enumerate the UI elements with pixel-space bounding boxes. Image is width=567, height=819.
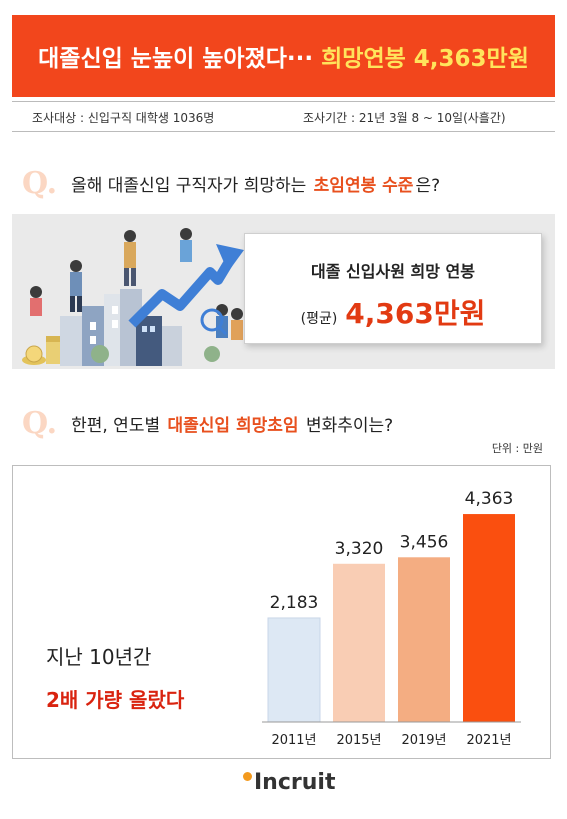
question-1-text: 올해 대졸신입 구직자가 희망하는 <box>71 176 307 196</box>
header-title-highlight: 희망연봉 4,363만원 <box>321 46 529 72</box>
salary-card-prefix: (평균) <box>300 311 338 327</box>
logo-dot-icon <box>243 772 252 781</box>
bar-2019년 <box>398 557 450 722</box>
question-1-highlight: 초임연봉 수준 <box>313 176 414 196</box>
x-tick-label: 2021년 <box>466 733 511 748</box>
bar-value-label: 2,183 <box>270 593 319 613</box>
header-banner: 대졸신입 눈높이 높아졌다··· 희망연봉 4,363만원 <box>12 15 555 97</box>
logo-text: Incruit <box>254 770 336 795</box>
unit-label: 단위 : 만원 <box>491 442 543 455</box>
survey-target: 조사대상 : 신입구직 대학생 1036명 <box>32 111 215 125</box>
question-2-suffix: 변화추이는? <box>305 416 394 436</box>
bar-value-label: 3,320 <box>335 539 384 559</box>
question-2-highlight: 대졸신입 희망초임 <box>167 416 299 436</box>
callout-line-2: 2배 가량 올랐다 <box>46 688 185 712</box>
callout-line-1: 지난 10년간 <box>46 645 152 669</box>
question-1: Q. 올해 대졸신입 구직자가 희망하는 초임연봉 수준 은? <box>22 166 440 201</box>
growth-arrow-icon <box>128 244 244 328</box>
salary-card-value: 4,363만원 <box>345 297 486 330</box>
survey-period: 조사기간 : 21년 3월 8 ~ 10일(사흘간) <box>303 111 506 125</box>
x-tick-label: 2019년 <box>401 733 446 748</box>
bar-value-label: 3,456 <box>400 532 449 552</box>
bar-2021년 <box>463 514 515 722</box>
question-mark: Q. <box>22 406 58 441</box>
salary-card: 대졸 신입사원 희망 연봉 (평균) 4,363만원 <box>244 233 542 344</box>
question-1-suffix: 은? <box>415 176 441 196</box>
question-mark: Q. <box>22 166 58 201</box>
chart-box <box>12 465 551 759</box>
magnifier-icon <box>200 308 228 336</box>
header-title-main: 대졸신입 눈높이 높아졌다··· <box>38 46 314 72</box>
x-tick-label: 2011년 <box>271 733 316 748</box>
question-2-text: 한편, 연도별 <box>71 416 161 436</box>
bar-value-label: 4,363 <box>465 489 514 509</box>
salary-card-title: 대졸 신입사원 희망 연봉 <box>311 262 475 281</box>
incruit-logo: Incruit <box>243 770 335 795</box>
bar-2011년 <box>267 617 321 723</box>
bar-2015년 <box>333 563 385 722</box>
business-growth-illustration <box>22 228 244 366</box>
survey-info: 조사대상 : 신입구직 대학생 1036명 조사기간 : 21년 3월 8 ~ … <box>12 101 555 132</box>
x-tick-label: 2015년 <box>336 733 381 748</box>
question-2: Q. 한편, 연도별 대졸신입 희망초임 변화추이는? <box>22 406 393 441</box>
